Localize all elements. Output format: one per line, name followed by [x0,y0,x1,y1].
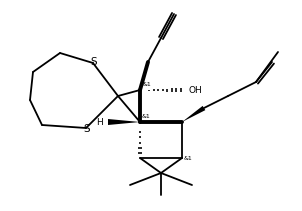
Text: &1: &1 [142,114,151,119]
Text: &1: &1 [184,156,193,161]
Text: S: S [91,57,97,67]
Text: OH: OH [188,85,202,95]
Text: &1: &1 [143,82,152,87]
Text: S: S [84,124,90,134]
Polygon shape [108,119,140,125]
Text: H: H [96,118,103,127]
Polygon shape [182,106,205,122]
